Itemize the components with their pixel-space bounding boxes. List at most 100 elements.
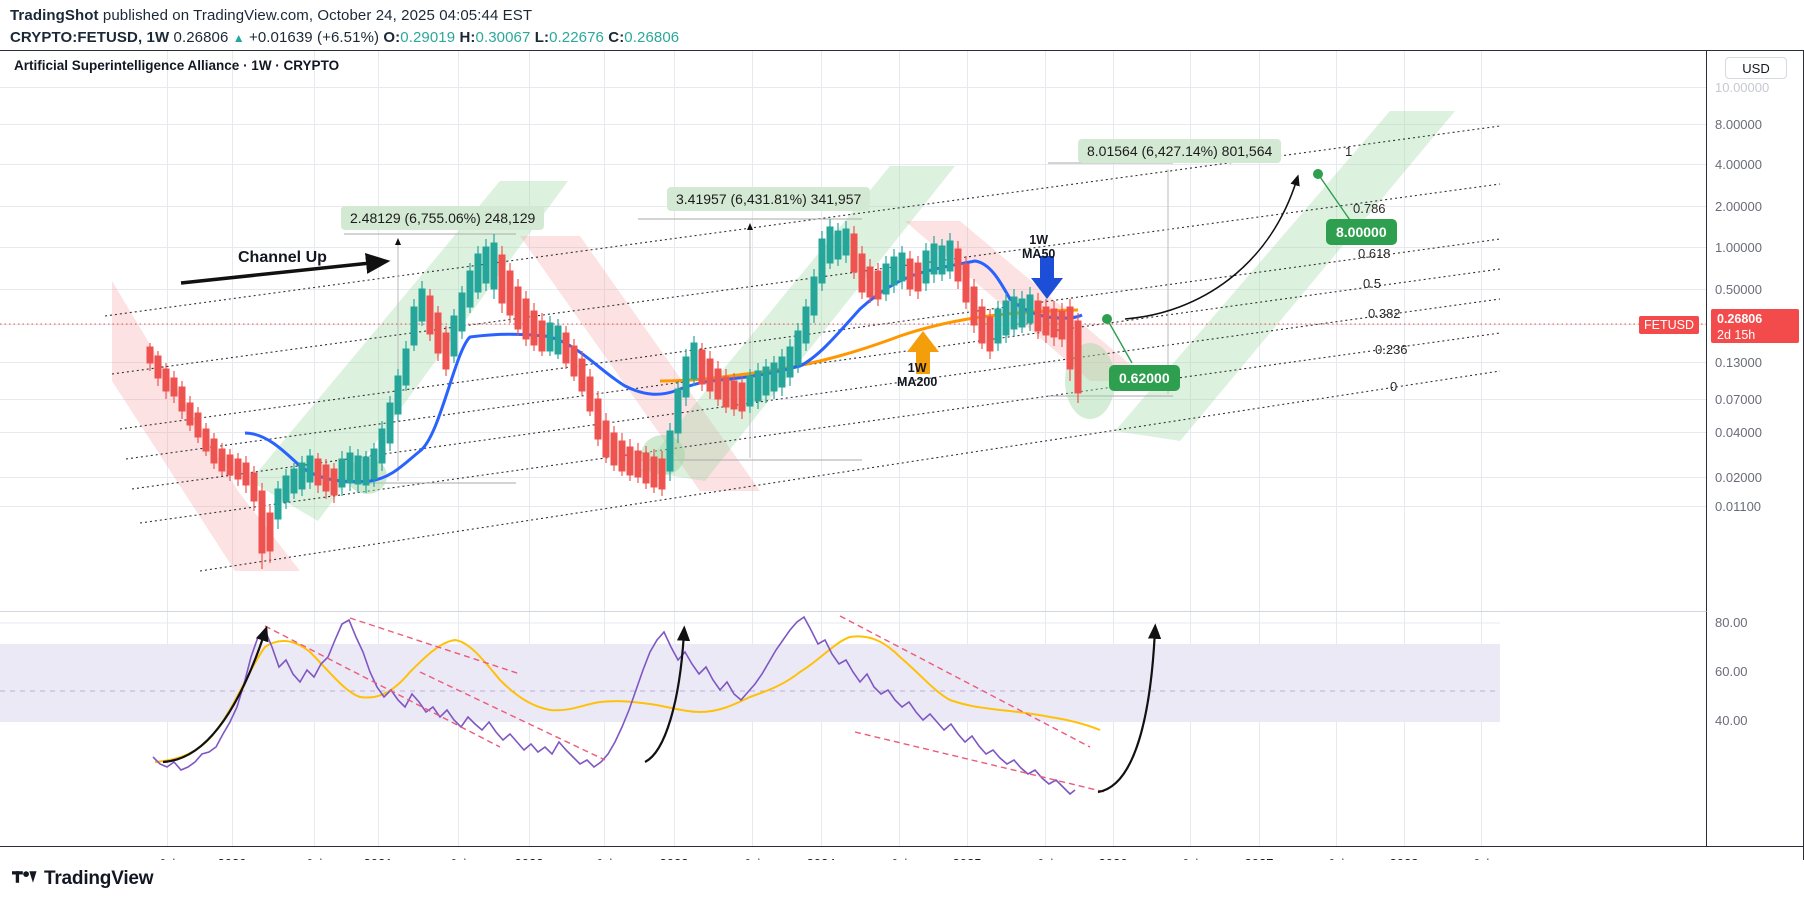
bearish-channel-band-2 [520,236,760,491]
entry-leader [1106,318,1133,364]
gridline-h [0,324,1706,325]
gridline-v [167,612,168,846]
gridline-v [1113,612,1114,846]
rsi-trendlines [264,615,1106,793]
price-tick: 0.07000 [1715,392,1762,407]
fib-label-0236: 0.236 [1375,342,1408,357]
open-value: 0.29019 [400,29,456,46]
gridline-v [967,51,968,611]
gridline-v [752,51,753,611]
high-value: 0.30067 [475,29,531,46]
ma200-label: 1W MA200 [897,361,937,389]
gridline-v [529,51,530,611]
fib-label-05: 0.5 [1363,276,1382,291]
measure-tool-2 [638,218,862,461]
symbol-price-flag: FETUSD [1639,316,1699,334]
gridline-v [529,612,530,846]
low-value: 0.22676 [549,29,604,46]
ma50-label-line1: 1W [1029,233,1049,247]
gridline-v [604,51,605,611]
rsi-line [152,615,1076,796]
price-tick: 0.04000 [1715,425,1762,440]
gridline-v [458,612,459,846]
last-price: 0.26806 [173,29,229,46]
ma50-label-line2: MA50 [1022,247,1056,261]
ma200-label-line1: 1W [907,361,927,375]
chart-header: TradingShot published on TradingView.com… [0,0,1804,49]
price-tick: 8.00000 [1715,117,1762,132]
gridline-h [0,362,1706,363]
gridline-v [232,51,233,611]
price-tick: 0.02000 [1715,470,1762,485]
gridline-v [1045,51,1046,611]
gridline-v [378,51,379,611]
tradingview-mark-icon [12,871,37,883]
fib-label-0786: 0.786 [1353,201,1386,216]
price-tick: 2.00000 [1715,199,1762,214]
author-name: TradingShot [10,7,99,24]
symbol-label: CRYPTO:FETUSD, 1W [10,29,170,46]
gridline-v [314,51,315,611]
gridline-v [1190,51,1191,611]
gridline-h [0,124,1706,125]
gridline-v [1190,612,1191,846]
bullish-channel-band-1 [250,181,568,521]
gridline-v [967,612,968,846]
gridline-h [0,506,1706,507]
prior-low-ellipse [347,458,387,494]
price-pane[interactable]: Channel Up 2.48129 (6,755.06%) 248,129 3… [0,51,1707,611]
projection-arrow [1124,174,1300,320]
gridline-h [0,87,1706,88]
currency-badge[interactable]: USD [1725,57,1787,79]
gridline-v [1336,612,1337,846]
channel-up-label: Channel Up [238,249,327,266]
price-tick: 0.01100 [1715,499,1762,514]
measure-tool-1 [344,233,516,484]
rsi-arrows [162,623,1162,794]
tradingview-wordmark: TradingView [44,868,154,889]
fib-target-dot [1313,169,1323,179]
fib-target-leader [1317,173,1353,224]
current-price-badge[interactable]: 0.26806 2d 15h [1711,309,1799,343]
chart-area[interactable]: Channel Up 2.48129 (6,755.06%) 248,129 3… [0,50,1804,881]
gridline-v [232,612,233,846]
rsi-tick: 40.00 [1715,713,1748,728]
entry-zone-ellipse [1065,343,1115,419]
price-tick: 1.00000 [1715,240,1762,255]
price-tick: 4.00000 [1715,157,1762,172]
candlestick-series [146,219,1082,569]
open-label: O: [383,29,401,46]
ma200-label-line2: MA200 [897,375,938,389]
gridline-h [0,399,1706,400]
ma50-label: 1W MA50 [1022,233,1055,261]
quote-line: CRYPTO:FETUSD, 1W 0.26806 ▲ +0.01639 (+6… [10,27,1794,49]
gridline-v [1404,51,1405,611]
target-price-badge: 8.00000 [1326,219,1397,245]
rsi-pane[interactable] [0,611,1707,846]
ma50-down-arrow-icon [1031,256,1063,299]
gridline-h [0,164,1706,165]
footer-bar: TradingView [0,860,1804,901]
measure-label-3: 8.01564 (6,427.14%) 801,564 [1078,139,1282,163]
fib-label-0: 0 [1390,379,1398,394]
bar-countdown: 2d 15h [1717,328,1756,342]
gridline-h [0,477,1706,478]
gridline-v [821,51,822,611]
fib-label-0618: 0.618 [1358,246,1391,261]
gridline-v [167,51,168,611]
gridline-v [604,612,605,846]
rsi-ma-line [154,635,1101,763]
gridline-v [1481,51,1482,611]
up-arrow-icon: ▲ [232,31,245,45]
close-value: 0.26806 [624,29,680,46]
price-change: +0.01639 (+6.51%) [248,29,380,46]
price-tick: 10.00000 [1715,80,1770,95]
ma50-line [244,259,1083,484]
gridline-v [899,612,900,846]
gridline-v [1113,51,1114,611]
measure-label-1: 2.48129 (6,755.06%) 248,129 [341,206,545,230]
price-tick: 0.13000 [1715,355,1762,370]
price-axis[interactable]: USD 10.00000 8.00000 4.00000 2.00000 1.0… [1707,51,1804,846]
current-price-value: 0.26806 [1717,312,1763,326]
tradingview-logo[interactable]: TradingView [12,868,154,890]
